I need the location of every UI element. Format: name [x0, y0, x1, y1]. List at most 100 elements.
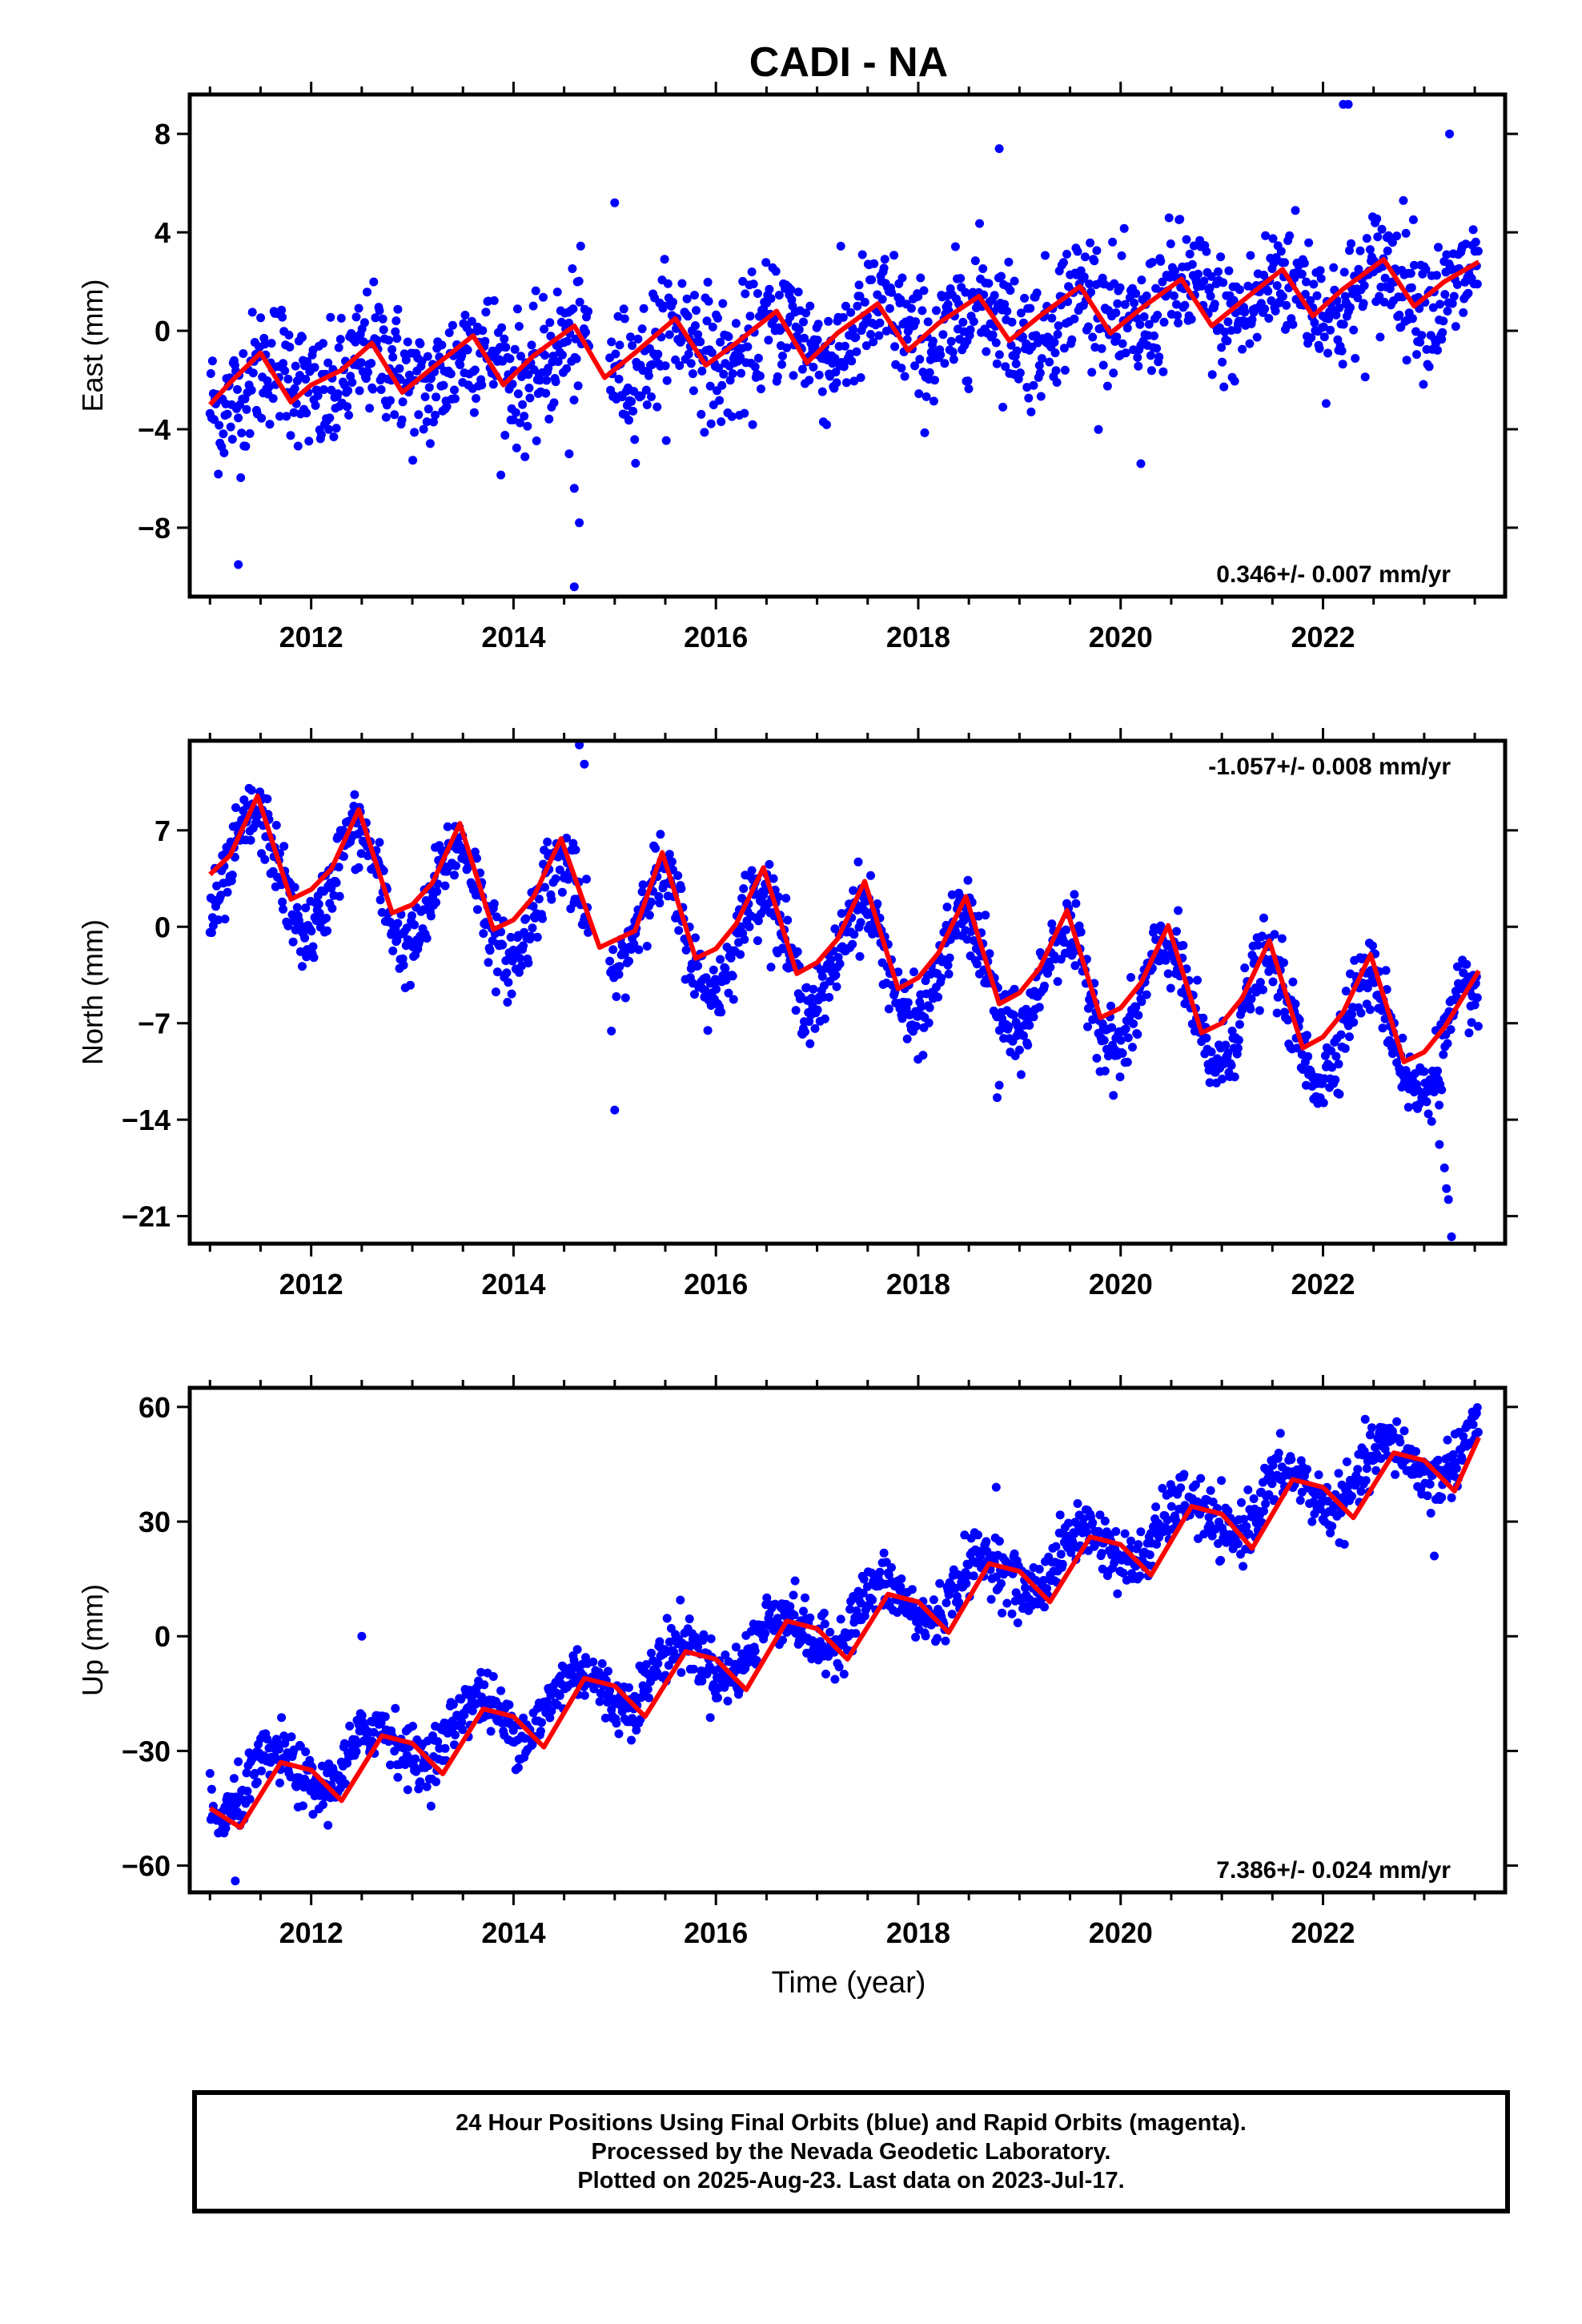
data-point: [750, 1647, 760, 1656]
data-point: [457, 1718, 467, 1727]
data-point: [1434, 243, 1443, 252]
data-point: [874, 331, 884, 340]
data-point: [1020, 293, 1030, 303]
model-line: [208, 1436, 1481, 1830]
data-point: [375, 306, 384, 316]
data-point: [1135, 1571, 1145, 1581]
data-point: [363, 368, 372, 377]
data-point: [379, 325, 388, 335]
data-point: [520, 412, 529, 421]
data-point: [335, 335, 345, 344]
data-point: [541, 388, 551, 398]
data-point: [849, 325, 858, 335]
data-point: [473, 905, 482, 915]
data-point: [491, 987, 500, 997]
data-point: [327, 903, 337, 913]
data-point: [1435, 300, 1445, 309]
data-point: [861, 318, 870, 328]
data-point: [970, 256, 980, 266]
data-point: [302, 408, 311, 418]
data-point: [553, 357, 563, 367]
data-point: [1133, 1030, 1142, 1039]
data-point: [1473, 1022, 1483, 1031]
data-point: [830, 354, 840, 363]
data-point: [1100, 1066, 1110, 1076]
data-point: [375, 895, 385, 905]
data-point: [233, 384, 242, 394]
data-point: [289, 408, 299, 417]
data-point: [715, 396, 725, 405]
data-point: [1136, 1527, 1146, 1537]
data-point: [1130, 298, 1139, 308]
data-point: [831, 971, 841, 980]
data-point: [572, 1645, 582, 1655]
data-point: [897, 1574, 906, 1583]
data-point: [634, 945, 644, 955]
data-point: [702, 316, 712, 326]
data-point: [329, 432, 339, 441]
data-point: [508, 415, 518, 424]
data-point: [234, 1757, 243, 1767]
data-point: [950, 1583, 960, 1593]
data-point: [1205, 1078, 1215, 1088]
data-point: [1233, 1539, 1243, 1549]
data-point: [1429, 1088, 1439, 1097]
data-point: [915, 355, 925, 364]
data-point: [547, 895, 556, 904]
data-point: [573, 381, 583, 391]
data-point: [838, 312, 848, 322]
data-point: [298, 332, 307, 342]
data-point: [830, 1675, 840, 1684]
data-point: [1066, 1548, 1076, 1558]
data-point: [791, 1006, 801, 1015]
data-point: [1372, 214, 1382, 223]
data-point: [605, 1686, 615, 1695]
data-point: [535, 376, 544, 385]
data-point: [469, 408, 479, 417]
x-tick-label: 2014: [481, 1268, 545, 1301]
data-point: [279, 359, 288, 368]
data-point: [510, 344, 520, 354]
data-point: [1422, 1097, 1431, 1107]
data-point: [323, 358, 333, 368]
outlier-point: [357, 1631, 367, 1641]
data-point: [849, 930, 859, 939]
data-point: [1419, 380, 1428, 389]
data-point: [1137, 997, 1146, 1007]
data-point: [851, 332, 861, 342]
data-point: [513, 1763, 523, 1772]
data-point: [963, 875, 973, 885]
data-point: [749, 279, 758, 289]
data-point: [1282, 300, 1291, 310]
data-point: [1239, 1562, 1248, 1571]
data-point: [562, 834, 572, 842]
data-point: [693, 961, 703, 971]
data-point: [1053, 330, 1062, 339]
data-point: [745, 312, 755, 321]
data-point: [846, 308, 856, 317]
data-point: [1315, 266, 1325, 275]
data-point: [301, 375, 311, 384]
data-point: [319, 339, 327, 348]
data-point: [1239, 1514, 1249, 1524]
data-point: [248, 368, 258, 378]
data-point: [714, 364, 724, 372]
data-point: [637, 324, 647, 334]
data-point: [350, 790, 359, 799]
data-point: [1421, 264, 1431, 274]
data-point: [674, 926, 684, 935]
data-point: [1360, 1414, 1370, 1424]
data-point: [1346, 303, 1355, 312]
data-point: [624, 416, 633, 425]
data-point: [793, 947, 802, 956]
y-tick-label: 0: [155, 315, 171, 348]
data-point: [783, 915, 793, 925]
data-point: [403, 337, 412, 347]
x-tick-label: 2018: [886, 1268, 950, 1301]
data-point: [416, 339, 425, 348]
data-point: [779, 944, 788, 954]
data-point: [267, 339, 276, 348]
data-point: [608, 945, 618, 955]
data-point: [518, 400, 528, 409]
